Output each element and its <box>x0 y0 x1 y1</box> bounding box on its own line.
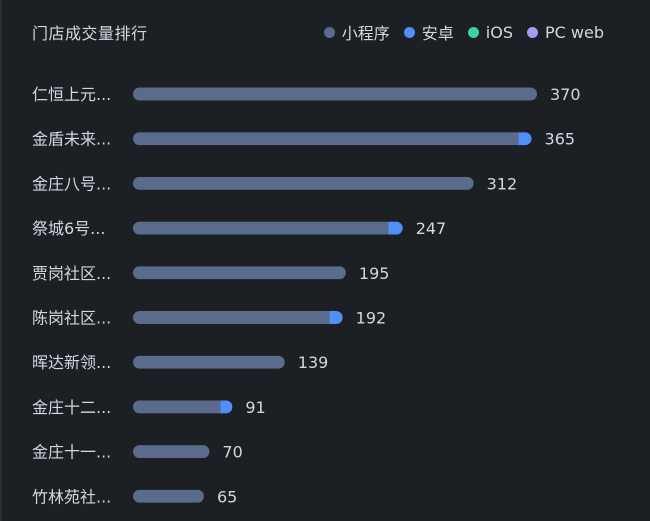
value-label: 247 <box>416 219 447 238</box>
bar-row[interactable] <box>133 445 210 459</box>
legend-label-series-0: 小程序 <box>341 24 390 43</box>
bar-row[interactable] <box>133 132 532 146</box>
bar-segment-series-0[interactable] <box>133 355 285 369</box>
bar-segment-series-0[interactable] <box>133 489 204 503</box>
category-label: 陈岗社区... <box>32 309 111 328</box>
bar-segment-series-0[interactable] <box>133 400 221 414</box>
value-label: 192 <box>356 309 387 328</box>
bar-segment-series-1[interactable] <box>388 221 404 235</box>
bar-segment-series-0[interactable] <box>133 87 537 101</box>
value-label: 365 <box>545 130 576 149</box>
legend-item-series-3[interactable]: PC web <box>527 23 604 42</box>
category-label: 竹林苑社... <box>32 487 111 506</box>
bar-row[interactable] <box>133 221 404 235</box>
bar-segment-series-0[interactable] <box>133 176 474 190</box>
legend-item-series-2[interactable]: iOS <box>467 22 513 42</box>
chart-legend: 小程序 安卓 iOS PC web <box>323 20 604 44</box>
category-label: 仁恒上元... <box>32 85 111 104</box>
bar-segment-series-0[interactable] <box>133 311 330 324</box>
bar-row[interactable] <box>133 87 537 101</box>
category-label: 金盾未来... <box>32 130 111 149</box>
value-label: 195 <box>359 264 390 283</box>
legend-dot-series-1 <box>403 26 415 38</box>
bar-row[interactable] <box>133 311 343 324</box>
bar-row[interactable] <box>133 489 204 503</box>
legend-label-series-3: PC web <box>545 22 604 42</box>
bar-row[interactable] <box>133 176 474 190</box>
category-label: 金庄十一... <box>32 443 111 462</box>
bar-segment-series-0[interactable] <box>133 445 210 459</box>
bar-row[interactable] <box>133 266 346 280</box>
value-label: 91 <box>245 398 265 417</box>
legend-dot-series-2 <box>467 26 479 38</box>
bar-segment-series-1[interactable] <box>220 400 233 414</box>
bar-segment-series-0[interactable] <box>133 266 346 280</box>
bar-row[interactable] <box>133 400 233 414</box>
chart-title: 门店成交量排行 <box>32 24 148 43</box>
value-label: 139 <box>298 353 329 372</box>
category-label: 晖达新领... <box>32 353 111 372</box>
category-label: 金庄十二... <box>32 398 111 417</box>
bar-segment-series-1[interactable] <box>329 311 344 324</box>
value-label: 70 <box>222 443 242 462</box>
bar-segment-series-0[interactable] <box>133 221 389 235</box>
legend-label-series-1: 安卓 <box>421 24 454 43</box>
legend-label-series-2: iOS <box>485 22 513 42</box>
bar-row[interactable] <box>133 355 285 369</box>
value-label: 370 <box>550 85 581 104</box>
legend-item-series-1[interactable]: 安卓 <box>403 20 454 44</box>
bar-segment-series-0[interactable] <box>133 132 519 146</box>
bar-segment-series-1[interactable] <box>518 132 532 146</box>
value-label: 312 <box>487 174 518 193</box>
category-label: 金庄八号... <box>32 174 111 193</box>
category-label: 祭城6号... <box>32 219 105 238</box>
legend-dot-series-3 <box>527 26 538 38</box>
legend-dot-series-0 <box>323 26 335 38</box>
category-label: 贾岗社区... <box>32 264 111 283</box>
legend-item-series-0[interactable]: 小程序 <box>323 20 390 44</box>
value-label: 65 <box>217 487 237 506</box>
